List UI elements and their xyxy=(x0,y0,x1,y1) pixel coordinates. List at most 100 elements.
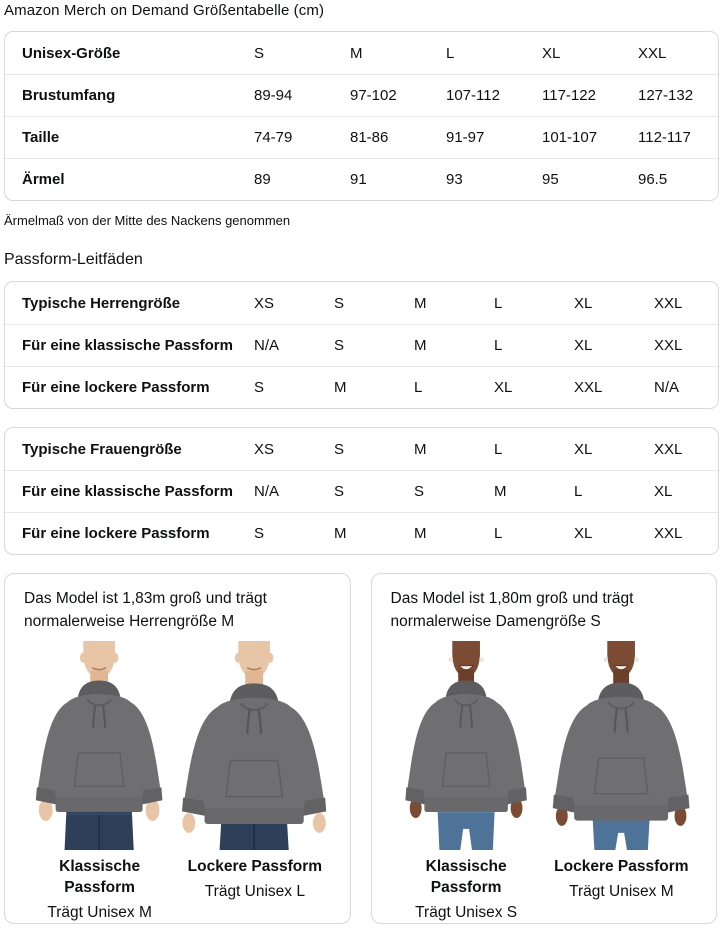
table-row: Unisex-Größe S M L XL XXL xyxy=(5,32,718,74)
cell-value: XXL xyxy=(638,44,667,62)
cell-value: XXL xyxy=(638,512,718,554)
cell-value: XL xyxy=(542,44,561,62)
row-label: Typische Frauengröße xyxy=(22,440,182,458)
cell-value: XL xyxy=(558,512,638,554)
fit-name: Lockere Passform xyxy=(554,858,689,876)
cell-value: S xyxy=(334,294,345,312)
photo-wrap xyxy=(177,640,333,851)
photo-wrap xyxy=(388,640,544,851)
cell-value: S xyxy=(318,470,398,512)
fit-guides-title: Passform-Leitfäden xyxy=(4,251,143,268)
fit-size: Trägt Unisex S xyxy=(415,903,518,921)
cell-value: L xyxy=(558,470,638,512)
table-row: Für eine klassische Passform N/A S S M L… xyxy=(5,470,718,512)
cell-value: 81-86 xyxy=(334,116,430,158)
cell-value: M xyxy=(398,512,478,554)
model-face xyxy=(238,640,271,678)
cell-value: S xyxy=(254,44,265,62)
fit-caption: Klassische Passform Trägt Unisex S xyxy=(389,857,544,922)
row-label: Für eine lockere Passform xyxy=(5,366,238,408)
fit-name: Lockere Passform xyxy=(187,858,323,876)
fit-captions: Klassische Passform Trägt Unisex S Locke… xyxy=(389,857,700,922)
male-model-card: Das Model ist 1,83m groß und trägt norma… xyxy=(4,573,351,924)
cell-value: XL xyxy=(574,294,593,312)
cell-value: 96.5 xyxy=(622,158,718,200)
model-photo-female-classic xyxy=(388,640,544,851)
row-label: Ärmel xyxy=(5,158,238,200)
cell-value: 89-94 xyxy=(238,74,334,116)
cell-value: M xyxy=(318,512,398,554)
cell-value: M xyxy=(398,324,478,366)
row-label: Für eine klassische Passform xyxy=(5,324,238,366)
cell-value: 107-112 xyxy=(430,74,526,116)
cell-value: L xyxy=(478,512,558,554)
cell-value: XXL xyxy=(638,324,718,366)
cell-value: L xyxy=(398,366,478,408)
fit-size: Trägt Unisex M xyxy=(569,883,674,901)
table-row: Für eine lockere Passform S M M L XL XXL xyxy=(5,512,718,554)
row-label: Für eine klassische Passform xyxy=(5,470,238,512)
cell-value: L xyxy=(494,294,503,312)
hoodie-garment xyxy=(552,682,690,821)
table-row: Typische Herrengröße XS S M L XL XXL xyxy=(5,282,718,324)
sleeve-measure-note: Ärmelmaß von der Mitte des Nackens genom… xyxy=(4,213,291,228)
cell-value: M xyxy=(478,470,558,512)
row-label: Taille xyxy=(5,116,238,158)
cell-value: 101-107 xyxy=(526,116,622,158)
cell-value: XS xyxy=(254,440,275,458)
card-heading: Das Model ist 1,80m groß und trägt norma… xyxy=(390,590,634,631)
photo-wrap xyxy=(543,640,699,851)
model-cards: Das Model ist 1,83m groß und trägt norma… xyxy=(4,573,717,924)
cell-value: L xyxy=(494,440,503,458)
cell-value: M xyxy=(350,44,363,62)
row-label: Typische Herrengröße xyxy=(22,294,181,312)
row-label: Unisex-Größe xyxy=(22,44,121,62)
cell-value: XS xyxy=(254,294,275,312)
fit-name: Klassische Passform xyxy=(425,858,507,897)
cell-value: N/A xyxy=(238,324,318,366)
model-photo-male-classic xyxy=(22,640,178,851)
model-face xyxy=(83,640,115,678)
photos-row xyxy=(22,640,333,851)
cell-value: 91-97 xyxy=(430,116,526,158)
photo-wrap xyxy=(22,640,178,851)
card-heading: Das Model ist 1,83m groß und trägt norma… xyxy=(24,590,267,631)
fit-name: Klassische Passform xyxy=(59,858,141,897)
fit-caption: Lockere Passform Trägt Unisex L xyxy=(177,857,332,922)
cell-value: S xyxy=(238,366,318,408)
cell-value: L xyxy=(446,44,455,62)
cell-value: M xyxy=(318,366,398,408)
fit-caption: Lockere Passform Trägt Unisex M xyxy=(544,857,699,922)
cell-value: S xyxy=(334,440,345,458)
table-row: Typische Frauengröße XS S M L XL XXL xyxy=(5,428,718,470)
model-jeans xyxy=(436,806,495,851)
model-face xyxy=(607,640,635,677)
hoodie-garment xyxy=(404,680,527,812)
unisex-size-table: Unisex-Größe S M L XL XXL Brustumfang 89… xyxy=(4,31,719,201)
female-model-card: Das Model ist 1,80m groß und trägt norma… xyxy=(370,573,717,924)
cell-value: 93 xyxy=(430,158,526,200)
model-face xyxy=(451,640,480,677)
fit-caption: Klassische Passform Trägt Unisex M xyxy=(22,857,177,922)
fit-size: Trägt Unisex M xyxy=(47,903,152,921)
model-photo-male-loose xyxy=(177,640,333,851)
model-jeans xyxy=(592,814,650,851)
table-row: Für eine klassische Passform N/A S M L X… xyxy=(5,324,718,366)
cell-value: M xyxy=(414,440,427,458)
cell-value: XXL xyxy=(654,440,683,458)
cell-value: 91 xyxy=(334,158,430,200)
row-label: Brustumfang xyxy=(5,74,238,116)
table-row: Taille 74-79 81-86 91-97 101-107 112-117 xyxy=(5,116,718,158)
men-fit-table: Typische Herrengröße XS S M L XL XXL Für… xyxy=(4,281,719,409)
table-row: Brustumfang 89-94 97-102 107-112 117-122… xyxy=(5,74,718,116)
cell-value: 112-117 xyxy=(622,116,718,158)
cell-value: 95 xyxy=(526,158,622,200)
fit-size: Trägt Unisex L xyxy=(204,883,305,901)
cell-value: 117-122 xyxy=(526,74,622,116)
cell-value: XXL xyxy=(558,366,638,408)
cell-value: 97-102 xyxy=(334,74,430,116)
cell-value: 127-132 xyxy=(622,74,718,116)
model-photo-female-loose xyxy=(543,640,699,851)
cell-value: XXL xyxy=(654,294,683,312)
